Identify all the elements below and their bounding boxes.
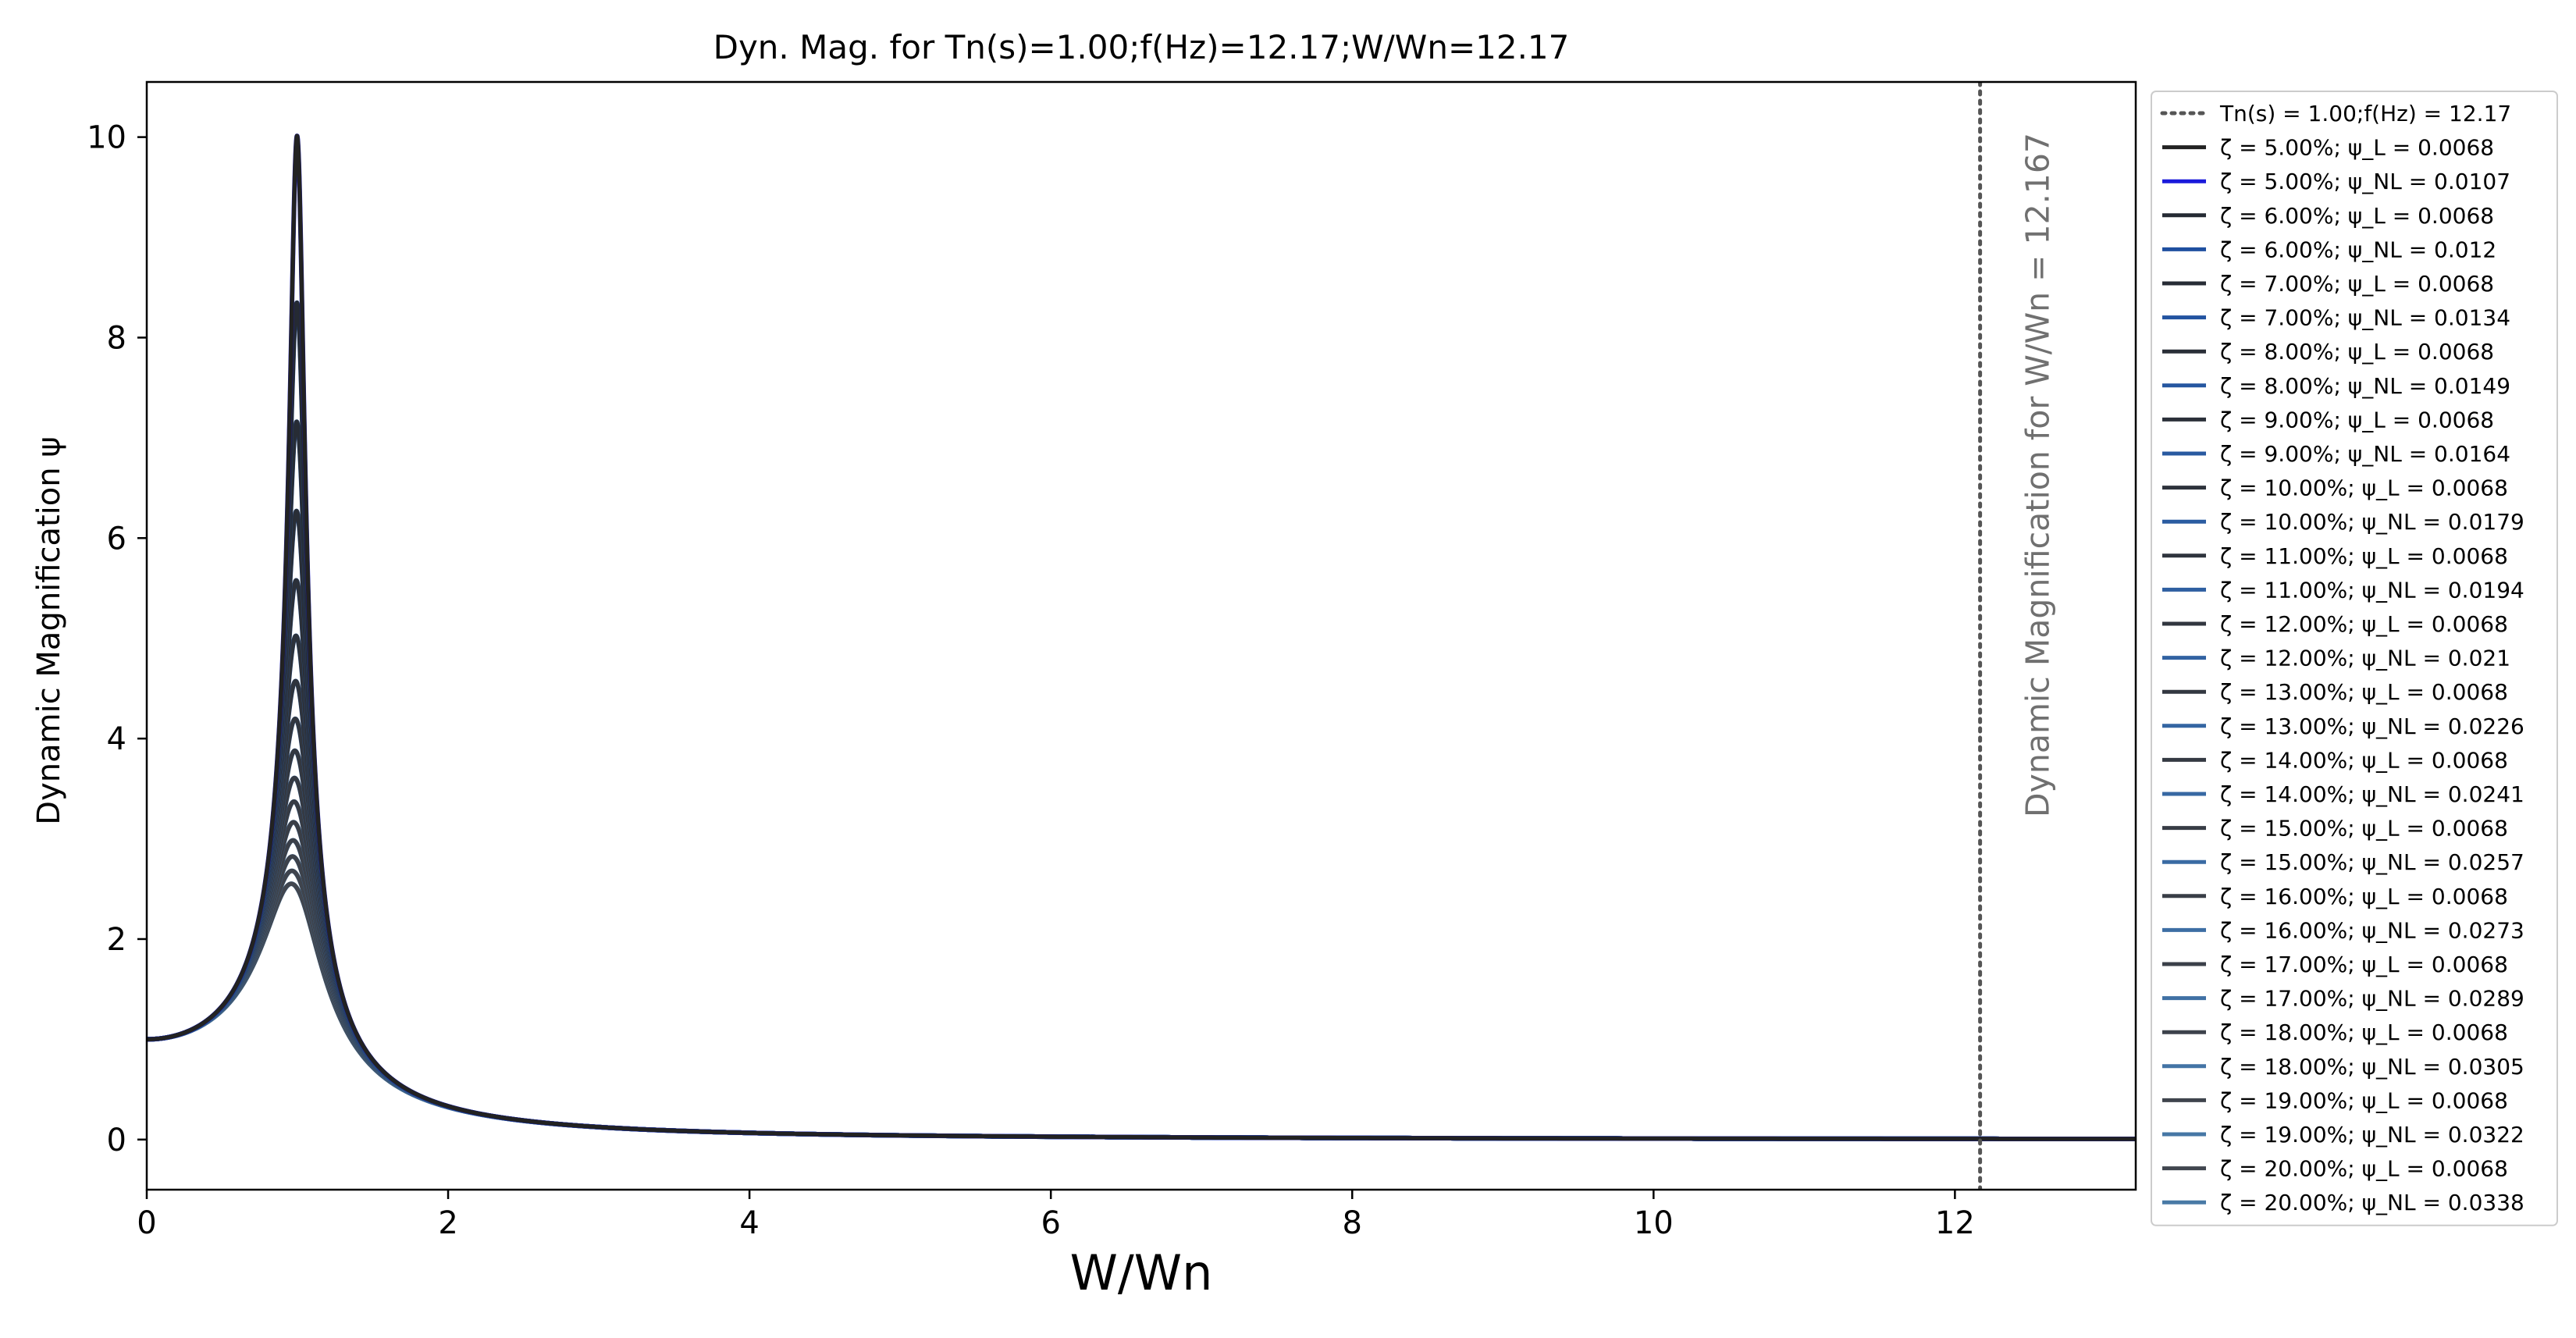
legend-label: ζ = 10.00%; ψ_NL = 0.0179	[2220, 509, 2524, 535]
legend-label: ζ = 8.00%; ψ_L = 0.0068	[2220, 339, 2494, 365]
x-tick-label: 6	[1041, 1205, 1060, 1241]
series-line-12	[147, 633, 2136, 1142]
legend-label: ζ = 18.00%; ψ_NL = 0.0305	[2220, 1054, 2524, 1080]
legend-label: ζ = 16.00%; ψ_NL = 0.0273	[2220, 917, 2524, 943]
legend: Tn(s) = 1.00;f(Hz) = 12.17 ζ = 5.00%; ψ_L…	[2151, 91, 2558, 1226]
series-line-28	[147, 854, 2136, 1142]
legend-label: ζ = 19.00%; ψ_L = 0.0068	[2220, 1087, 2508, 1113]
legend-label: ζ = 12.00%; ψ_NL = 0.021	[2220, 646, 2510, 671]
legend-label: ζ = 9.00%; ψ_L = 0.0068	[2220, 407, 2494, 432]
legend-label: ζ = 16.00%; ψ_L = 0.0068	[2220, 884, 2508, 909]
x-tick-label: 12	[1935, 1205, 1975, 1241]
series-line-14	[147, 678, 2136, 1142]
y-tick-label: 4	[107, 721, 126, 757]
legend-label: ζ = 14.00%; ψ_NL = 0.0241	[2220, 781, 2524, 807]
y-tick-label: 0	[107, 1123, 126, 1158]
series-line-4	[147, 300, 2136, 1142]
legend-label: ζ = 12.00%; ψ_L = 0.0068	[2220, 611, 2508, 637]
legend-label: ζ = 7.00%; ψ_L = 0.0068	[2220, 271, 2494, 297]
legend-label: ζ = 8.00%; ψ_NL = 0.0149	[2220, 373, 2510, 399]
x-tick-label: 2	[438, 1205, 457, 1241]
series-line-9	[147, 578, 2136, 1141]
legend-label: ζ = 14.00%; ψ_L = 0.0068	[2220, 747, 2508, 773]
legend-label: ζ = 13.00%; ψ_L = 0.0068	[2220, 679, 2508, 705]
series-line-19	[147, 775, 2136, 1141]
series-line-29	[147, 868, 2136, 1141]
series-line-30	[147, 868, 2136, 1142]
series-line-21	[147, 799, 2136, 1141]
series-line-7	[147, 508, 2136, 1141]
series-line-31	[147, 881, 2136, 1141]
series-line-24	[147, 820, 2136, 1142]
legend-label: ζ = 15.00%; ψ_L = 0.0068	[2220, 816, 2508, 842]
legend-label: ζ = 20.00%; ψ_NL = 0.0338	[2220, 1190, 2524, 1215]
legend-label: ζ = 11.00%; ψ_L = 0.0068	[2220, 543, 2508, 569]
legend-label: ζ = 20.00%; ψ_L = 0.0068	[2220, 1156, 2508, 1182]
legend-label: ζ = 9.00%; ψ_NL = 0.0164	[2220, 441, 2510, 467]
legend-label: ζ = 10.00%; ψ_L = 0.0068	[2220, 475, 2508, 501]
legend-label: ζ = 6.00%; ψ_L = 0.0068	[2220, 203, 2494, 229]
legend-label: ζ = 17.00%; ψ_L = 0.0068	[2220, 952, 2508, 977]
series-line-1	[147, 133, 2136, 1141]
series-line-13	[147, 678, 2136, 1141]
x-tick-label: 0	[137, 1205, 156, 1241]
series-line-25	[147, 838, 2136, 1141]
y-tick-label: 10	[87, 120, 126, 156]
legend-label: Tn(s) = 1.00;f(Hz) = 12.17	[2219, 101, 2511, 126]
series-line-23	[147, 820, 2136, 1141]
legend-label: ζ = 6.00%; ψ_NL = 0.012	[2220, 237, 2496, 262]
x-tick-label: 8	[1343, 1205, 1362, 1241]
series-line-3	[147, 301, 2136, 1141]
series-line-10	[147, 578, 2136, 1142]
legend-label: ζ = 5.00%; ψ_L = 0.0068	[2220, 135, 2494, 161]
legend-label: ζ = 15.00%; ψ_NL = 0.0257	[2220, 849, 2524, 875]
chart-title: Dyn. Mag. for Tn(s)=1.00;f(Hz)=12.17;W/W…	[713, 28, 1570, 66]
series-line-20	[147, 775, 2136, 1142]
x-axis-label: W/Wn	[1070, 1244, 1213, 1301]
series-line-32	[147, 881, 2136, 1142]
legend-label: ζ = 13.00%; ψ_NL = 0.0226	[2220, 713, 2524, 739]
series-line-27	[147, 854, 2136, 1141]
x-tick-label: 4	[739, 1205, 759, 1241]
legend-label: ζ = 18.00%; ψ_L = 0.0068	[2220, 1020, 2508, 1045]
y-tick-label: 2	[107, 922, 126, 958]
legend-label: ζ = 19.00%; ψ_NL = 0.0322	[2220, 1122, 2524, 1148]
series-line-8	[147, 508, 2136, 1142]
series-line-17	[147, 748, 2136, 1141]
series-line-5	[147, 419, 2136, 1141]
series-line-16	[147, 716, 2136, 1142]
legend-label: ζ = 5.00%; ψ_NL = 0.0107	[2220, 169, 2510, 194]
series-line-18	[147, 748, 2136, 1142]
y-tick-label: 6	[107, 521, 126, 557]
series-line-6	[147, 419, 2136, 1142]
y-axis-label: Dynamic Magnification ψ	[31, 436, 67, 824]
axes: Dynamic Magnification for W/Wn = 12.167 0…	[87, 80, 2137, 1241]
plot-frame	[145, 80, 2137, 1191]
series-line-26	[147, 838, 2136, 1142]
x-tick-label: 10	[1634, 1205, 1674, 1241]
legend-label: ζ = 7.00%; ψ_NL = 0.0134	[2220, 305, 2510, 331]
y-tick-label: 8	[107, 320, 126, 356]
legend-label: ζ = 17.00%; ψ_NL = 0.0289	[2220, 986, 2524, 1012]
series-line-22	[147, 799, 2136, 1142]
series-line-2	[147, 133, 2136, 1142]
legend-box	[2151, 91, 2558, 1226]
plot-area	[147, 82, 2136, 1190]
series-line-11	[147, 633, 2136, 1141]
vline-annotation: Dynamic Magnification for W/Wn = 12.167	[2019, 133, 2057, 817]
legend-label: ζ = 11.00%; ψ_NL = 0.0194	[2220, 577, 2524, 603]
series-line-15	[147, 717, 2136, 1141]
